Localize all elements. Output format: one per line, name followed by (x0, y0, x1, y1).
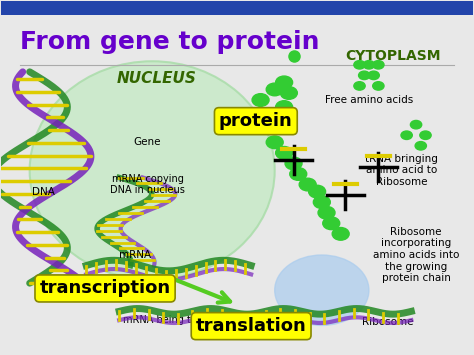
Text: Ribosome
incorporating
amino acids into
the growing
protein chain: Ribosome incorporating amino acids into … (373, 227, 459, 283)
Circle shape (415, 142, 427, 150)
Circle shape (420, 131, 431, 140)
Circle shape (368, 71, 379, 80)
Text: mRNA being translated: mRNA being translated (123, 315, 237, 325)
FancyBboxPatch shape (1, 1, 473, 16)
Circle shape (323, 217, 340, 230)
Text: Free amino acids: Free amino acids (325, 95, 413, 105)
Circle shape (373, 61, 384, 69)
Circle shape (262, 122, 278, 135)
Circle shape (354, 61, 365, 69)
Circle shape (354, 82, 365, 90)
Text: DNA: DNA (32, 187, 55, 197)
Text: mRNA copying
DNA in nucleus: mRNA copying DNA in nucleus (110, 174, 185, 195)
Circle shape (358, 71, 370, 80)
Circle shape (410, 120, 422, 129)
Circle shape (266, 83, 283, 96)
Text: protein: protein (219, 112, 293, 130)
Circle shape (238, 108, 255, 120)
Circle shape (285, 157, 302, 170)
FancyArrowPatch shape (169, 277, 230, 302)
Text: mRNA: mRNA (119, 250, 151, 260)
Circle shape (266, 111, 283, 124)
Text: NUCLEUS: NUCLEUS (117, 71, 197, 86)
Circle shape (290, 168, 307, 180)
Text: Gene: Gene (133, 137, 161, 147)
Circle shape (275, 255, 369, 326)
Text: CYTOPLASM: CYTOPLASM (346, 49, 441, 63)
Circle shape (318, 206, 335, 219)
Text: transcription: transcription (39, 279, 171, 297)
Text: translation: translation (196, 317, 307, 335)
Circle shape (280, 87, 297, 99)
Circle shape (276, 147, 292, 159)
Circle shape (252, 94, 269, 106)
Circle shape (332, 228, 349, 240)
Circle shape (401, 131, 412, 140)
Circle shape (313, 196, 330, 208)
Text: tRNA bringing
amino acid to
Ribosome: tRNA bringing amino acid to Ribosome (365, 154, 438, 187)
Text: From gene to protein: From gene to protein (20, 29, 320, 54)
Circle shape (363, 61, 374, 69)
Ellipse shape (30, 61, 275, 280)
Circle shape (266, 136, 283, 149)
Circle shape (373, 82, 384, 90)
Circle shape (276, 76, 292, 89)
Circle shape (276, 101, 292, 113)
Circle shape (299, 178, 316, 191)
Circle shape (309, 185, 326, 198)
Text: Ribosome: Ribosome (362, 317, 413, 327)
